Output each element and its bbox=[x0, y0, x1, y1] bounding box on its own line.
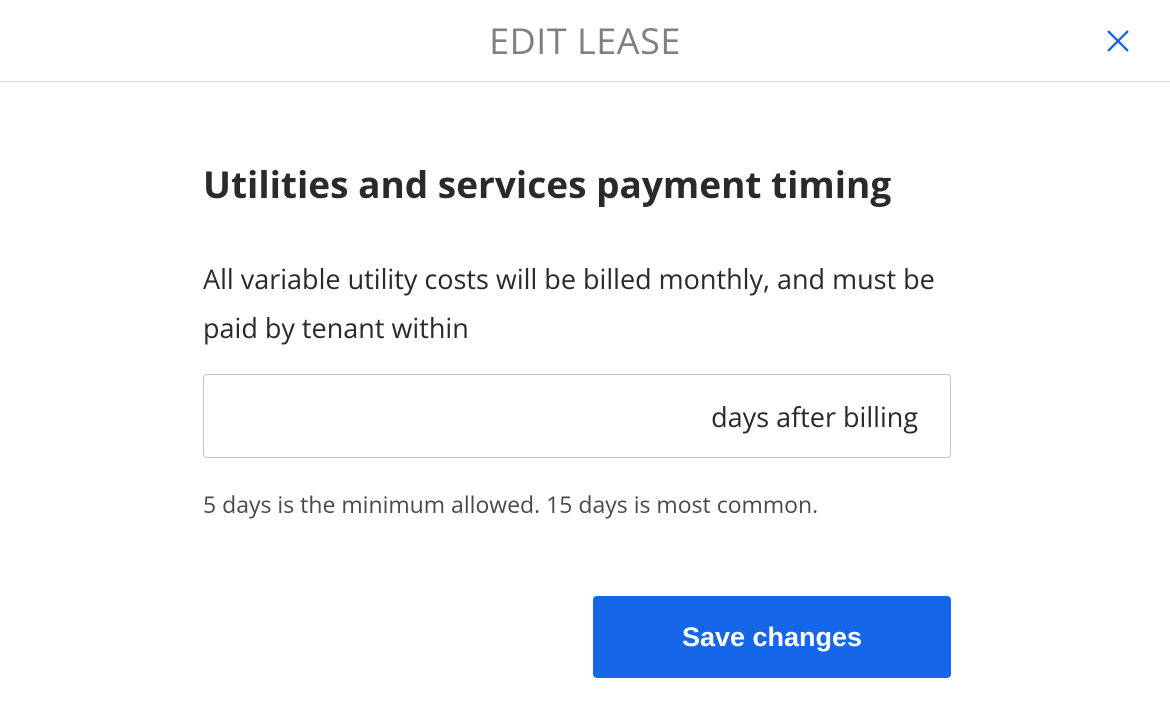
modal-content: Utilities and services payment timing Al… bbox=[203, 82, 951, 678]
days-input[interactable] bbox=[204, 375, 711, 457]
button-row: Save changes bbox=[203, 596, 951, 678]
days-input-wrapper: days after billing bbox=[203, 374, 951, 458]
modal-header: EDIT LEASE bbox=[0, 0, 1170, 82]
section-title: Utilities and services payment timing bbox=[203, 158, 951, 209]
save-button[interactable]: Save changes bbox=[593, 596, 951, 678]
description-text: All variable utility costs will be bille… bbox=[203, 255, 951, 352]
modal-title: EDIT LEASE bbox=[489, 16, 681, 65]
close-button[interactable] bbox=[1098, 21, 1138, 61]
helper-text: 5 days is the minimum allowed. 15 days i… bbox=[203, 488, 951, 520]
input-suffix-label: days after billing bbox=[711, 398, 950, 435]
close-icon bbox=[1104, 27, 1132, 55]
